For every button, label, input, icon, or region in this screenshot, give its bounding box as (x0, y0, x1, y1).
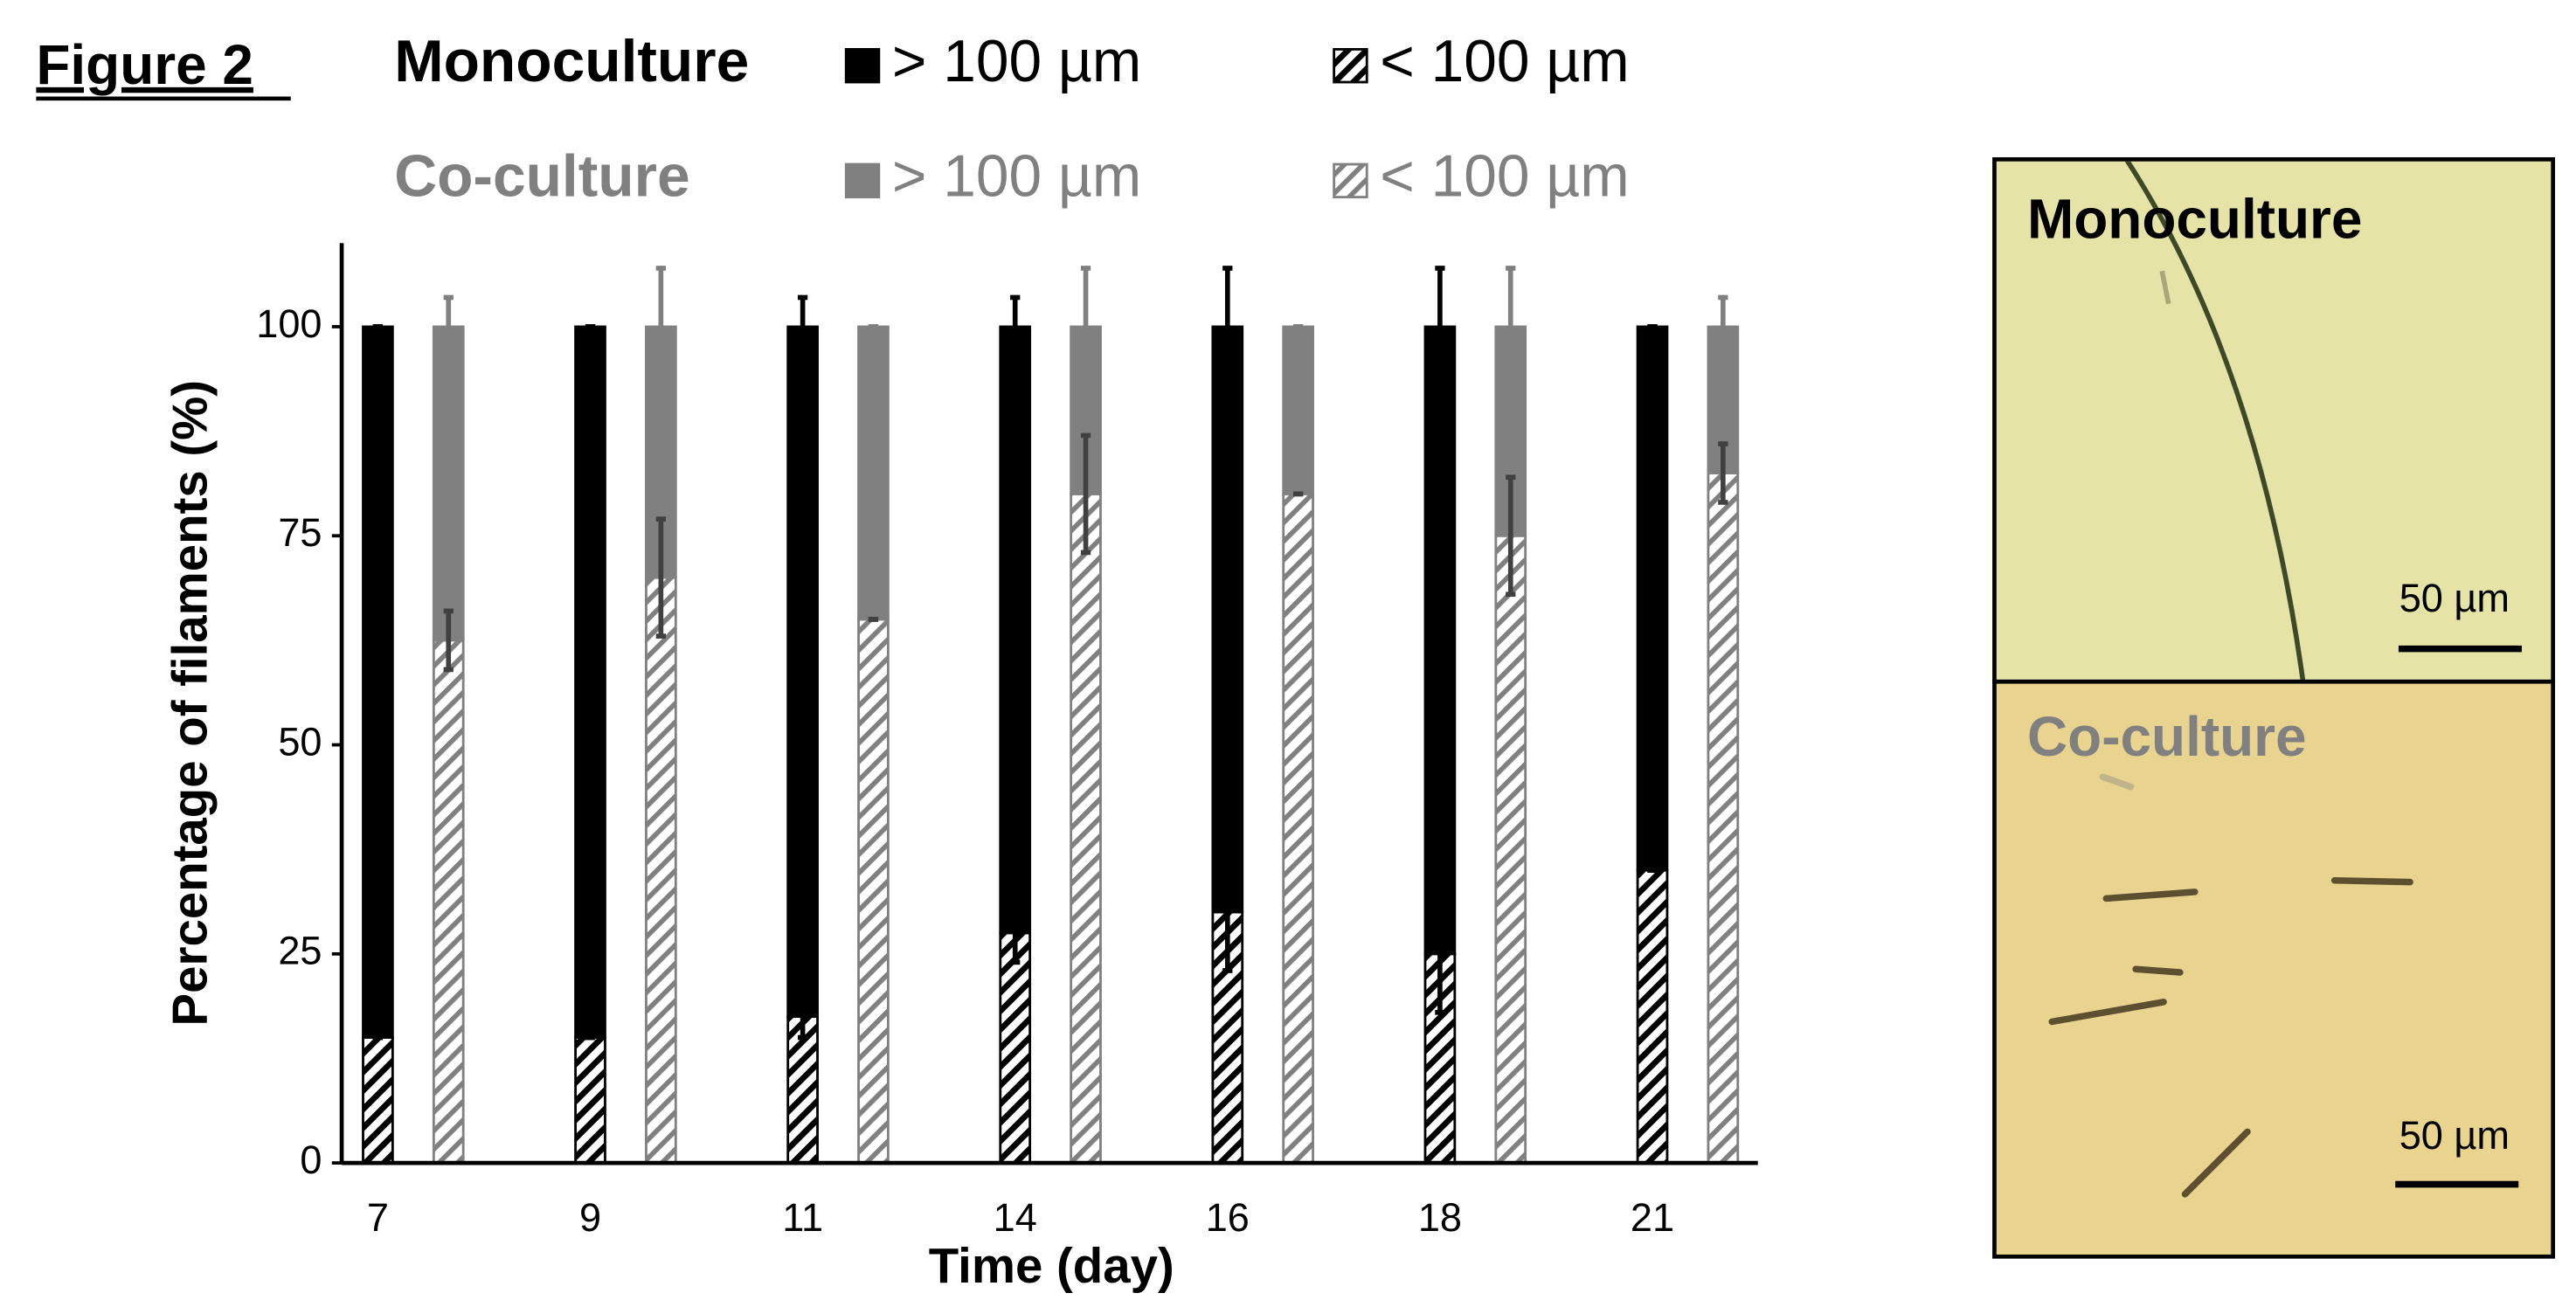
legend-label: < 100 µm (1380, 29, 1629, 94)
scale-label: 50 µm (2399, 576, 2510, 620)
panel (1992, 679, 2556, 1259)
error-bar (1080, 266, 1091, 388)
error-bar (655, 516, 667, 639)
bar-segment (1707, 472, 1740, 1165)
x-tick-label: 21 (1631, 1195, 1674, 1240)
legend-label: > 100 µm (892, 144, 1141, 210)
error-bar (443, 294, 454, 359)
bar-segment (574, 325, 606, 1039)
x-tick-label: 11 (782, 1195, 823, 1240)
filament (2102, 889, 2199, 902)
filament (2159, 270, 2171, 305)
x-tick-label: 16 (1206, 1195, 1250, 1240)
error-bar (1718, 441, 1728, 505)
bar-segment (1211, 325, 1244, 914)
x-axis-label: Time (day) (929, 1238, 1174, 1293)
bar-segment (645, 576, 677, 1165)
bar-segment (786, 325, 819, 1019)
legend-swatch (844, 163, 881, 199)
micrograph-co: Co-culture 50 µm (1992, 679, 2556, 1259)
micrograph-mono: Monoculture 50 µm (1992, 157, 2556, 684)
y-tick-label: 0 (300, 1138, 322, 1182)
filament (2132, 965, 2184, 976)
error-bar (1010, 901, 1021, 965)
y-tick-label: 75 (278, 510, 322, 555)
error-bar (1506, 474, 1516, 598)
error-bar (1080, 432, 1091, 556)
legend-group-label: Monoculture (394, 29, 749, 94)
panel-label: Co-culture (2027, 705, 2307, 768)
legend-swatch (1333, 47, 1368, 84)
y-axis-label: Percentage of filaments (%) (163, 380, 218, 1027)
error-bar (1222, 851, 1233, 973)
bar-segment (999, 931, 1032, 1165)
error-bar (797, 294, 808, 359)
bar-segment (1282, 325, 1314, 495)
legend-label: < 100 µm (1380, 144, 1629, 210)
bar-segment (574, 1036, 606, 1165)
legend-swatch (1333, 163, 1368, 199)
panel-label: Monoculture (2027, 188, 2362, 251)
x-tick-label: 7 (367, 1195, 389, 1240)
filament (2124, 161, 2306, 681)
legend-swatch (844, 47, 881, 84)
figure-title: Figure 2 (36, 33, 253, 96)
bar-segment (1636, 325, 1669, 872)
error-bar (1435, 266, 1445, 388)
bar-segment (1494, 534, 1527, 1165)
y-tick-label: 50 (278, 719, 322, 764)
bar-segment (432, 325, 465, 642)
error-bar (797, 992, 808, 1041)
error-bar (1010, 294, 1021, 359)
scale-label: 50 µm (2399, 1113, 2510, 1158)
y-tick-label: 100 (256, 301, 322, 346)
bar-segment (362, 1036, 394, 1165)
filament (2099, 773, 2135, 791)
error-bar (1718, 294, 1728, 359)
legend-label: > 100 µm (892, 29, 1141, 94)
bar-segment (1070, 492, 1102, 1165)
x-tick-label: 14 (994, 1195, 1037, 1240)
error-bar (1506, 266, 1516, 388)
filament (2330, 876, 2413, 886)
filament (2181, 1128, 2251, 1198)
bar-segment (1282, 492, 1314, 1165)
x-tick-label: 9 (579, 1195, 601, 1240)
bar-segment (857, 325, 890, 621)
error-bar (443, 608, 454, 673)
error-bar (1222, 266, 1233, 388)
bar-segment (1636, 868, 1669, 1165)
legend-group-label: Co-culture (394, 144, 689, 210)
bar-segment (432, 639, 465, 1165)
bar-segment (1423, 325, 1457, 956)
bar-segment (857, 618, 890, 1165)
error-bar (655, 266, 667, 388)
bar-segment (362, 325, 394, 1039)
y-tick-label: 25 (278, 929, 322, 973)
bar-segment (999, 325, 1032, 935)
x-tick-label: 18 (1418, 1195, 1462, 1240)
error-bar (1435, 893, 1445, 1015)
filament (2048, 999, 2167, 1026)
